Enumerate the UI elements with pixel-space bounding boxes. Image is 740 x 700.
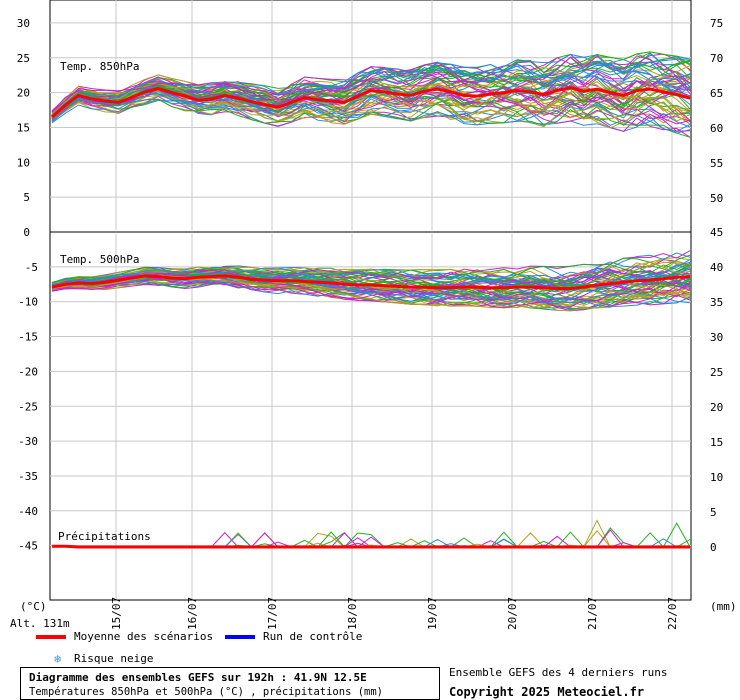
x-tick-label: 18/07 [346, 597, 359, 630]
y-tick-left-500: -10 [18, 296, 38, 309]
x-tick-label: 20/07 [506, 597, 519, 630]
snowflake-icon: ❄ [54, 652, 62, 666]
ensemble-member-line [51, 254, 691, 289]
ensemble-member-line [51, 84, 691, 122]
ensemble-member-line [51, 84, 691, 138]
legend-mean-label: Moyenne des scénarios [74, 630, 214, 643]
ensemble-member-line [51, 53, 691, 125]
y-tick-right-500: 30 [710, 331, 723, 344]
altitude-label: Alt. 131m [10, 617, 70, 630]
panel-label-850: Temp. 850hPa [60, 60, 139, 73]
y-tick-right-500: 35 [710, 296, 723, 309]
mean-line-500 [51, 274, 691, 290]
copyright: Copyright 2025 Meteociel.fr [449, 685, 645, 699]
y-tick-right-500: 20 [710, 401, 723, 414]
legend-mean-swatch [36, 635, 66, 639]
mean-line-precip [52, 544, 690, 549]
y-tick-left-500: -15 [18, 331, 38, 344]
legend-mean: Moyenne des scénarios [36, 630, 213, 643]
y-tick-right-850: 55 [710, 157, 723, 170]
ensemble-member-line [51, 58, 691, 118]
legend-control: Run de contrôle [225, 630, 362, 643]
x-tick-label: 22/07 [666, 597, 679, 630]
y-tick-left-850: 25 [17, 52, 30, 65]
y-tick-right-500: 5 [710, 506, 717, 519]
legend-snow-label: Risque neige [74, 652, 154, 665]
panel-label-precip: Précipitations [58, 530, 151, 543]
y-tick-right-850: 60 [710, 122, 723, 135]
runs-note: Ensemble GEFS des 4 derniers runs [449, 666, 668, 679]
y-tick-left-500: -5 [25, 261, 38, 274]
panel-label-500: Temp. 500hPa [60, 253, 139, 266]
y-tick-left-850: 10 [17, 156, 30, 169]
legend-control-label: Run de contrôle [263, 630, 363, 643]
y-tick-right-500: 45 [710, 226, 723, 239]
y-tick-left-850: 0 [23, 226, 30, 239]
mean-lines [50, 86, 691, 549]
axis-ticks: 302520151050-5-10-15-20-25-30-35-40-4575… [17, 17, 724, 630]
ensemble-member-line [51, 65, 691, 123]
y-tick-right-850: 70 [710, 52, 723, 65]
ensemble-member-line [51, 277, 691, 312]
x-tick-label: 17/07 [266, 597, 279, 630]
ensemble-member-line [51, 71, 691, 113]
y-tick-left-850: 5 [23, 191, 30, 204]
y-tick-left-500: -45 [18, 540, 38, 553]
ensemble-member-line [51, 56, 691, 120]
y-tick-right-500: 0 [710, 541, 717, 554]
x-tick-label: 15/07 [110, 597, 123, 630]
y-tick-right-500: 15 [710, 436, 723, 449]
y-tick-left-850: 15 [17, 121, 30, 134]
chart-info-box: Diagramme des ensembles GEFS sur 192h : … [20, 667, 440, 700]
y-tick-right-500: 25 [710, 366, 723, 379]
y-tick-left-850: 30 [17, 17, 30, 30]
ensemble-member-line [51, 278, 691, 309]
left-unit-label: (°C) [20, 600, 47, 613]
y-tick-left-500: -20 [18, 365, 38, 378]
y-tick-left-500: -35 [18, 470, 38, 483]
y-tick-right-500: 40 [710, 261, 723, 274]
x-tick-label: 16/07 [186, 597, 199, 630]
y-tick-right-850: 50 [710, 192, 723, 205]
chart-title: Diagramme des ensembles GEFS sur 192h : … [29, 671, 367, 684]
x-tick-label: 19/07 [426, 597, 439, 630]
y-tick-right-850: 65 [710, 87, 723, 100]
ensemble-member-line [51, 73, 691, 122]
right-unit-label: (mm) [710, 600, 737, 613]
mean-line-850 [50, 86, 691, 119]
legend-snow: Risque neige [74, 652, 153, 665]
x-tick-label: 21/07 [586, 597, 599, 630]
y-tick-left-500: -25 [18, 400, 38, 413]
y-tick-right-850: 75 [710, 17, 723, 30]
y-tick-left-500: -40 [18, 505, 38, 518]
y-tick-right-500: 10 [710, 471, 723, 484]
ensemble-member-line [51, 53, 691, 118]
chart-subtitle: Températures 850hPa et 500hPa (°C) , pré… [29, 686, 384, 698]
y-tick-left-850: 20 [17, 87, 30, 100]
y-tick-left-500: -30 [18, 435, 38, 448]
ensemble-member-line [51, 267, 691, 308]
legend-control-swatch [225, 635, 255, 639]
